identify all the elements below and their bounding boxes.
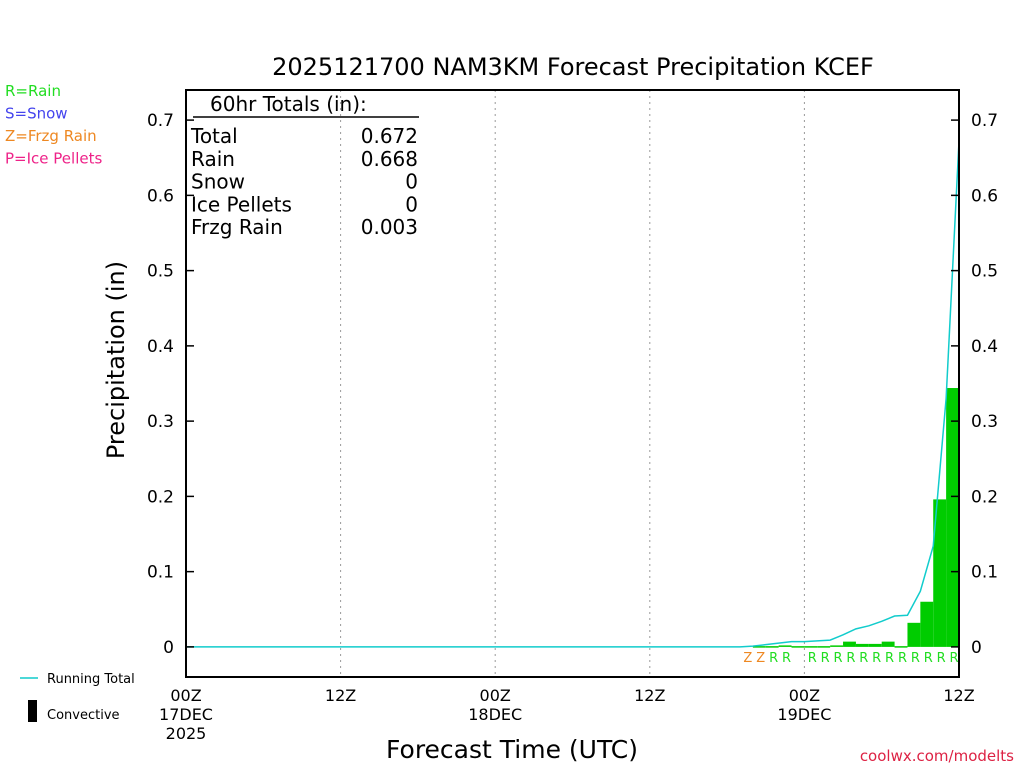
- chart-title: 2025121700 NAM3KM Forecast Precipitation…: [272, 53, 874, 81]
- precip-type-marker: Z: [743, 651, 752, 666]
- y-tick-label-right: 0.7: [971, 111, 998, 131]
- y-tick-label-right: 0: [971, 638, 982, 658]
- y-tick-label-right: 0.1: [971, 563, 998, 583]
- precip-bar: [778, 645, 792, 647]
- plot-frame: [185, 89, 960, 678]
- totals-row-value: 0.003: [361, 215, 418, 239]
- x-tick-date: 19DEC: [777, 705, 831, 724]
- y-axis-right: 0 0.1 0.2 0.3 0.4 0.5 0.6 0.7: [951, 111, 998, 658]
- totals-heading: 60hr Totals (in):: [210, 92, 367, 116]
- running-total-line: [186, 141, 960, 648]
- bar-series: [752, 388, 959, 648]
- totals-row-value: 0.672: [361, 124, 418, 148]
- precip-type-marker: R: [911, 651, 920, 666]
- precip-type-marker: R: [846, 651, 855, 666]
- precip-type-marker: R: [859, 651, 868, 666]
- x-tick-label: 12Z: [634, 686, 665, 705]
- convective-legend-label: Convective: [47, 708, 120, 723]
- precip-type-legend-item: Z=Frzg Rain: [5, 127, 97, 145]
- x-axis-label: Forecast Time (UTC): [386, 735, 638, 764]
- y-tick-label-right: 0.4: [971, 337, 998, 357]
- precip-bar: [843, 641, 856, 647]
- x-tick-label: 00Z: [789, 686, 820, 705]
- totals-row-value: 0: [405, 192, 418, 216]
- totals-row-label: Snow: [191, 170, 245, 194]
- y-tick-label-left: 0: [163, 638, 174, 658]
- precip-bar: [881, 641, 895, 647]
- totals-row-label: Frzg Rain: [191, 215, 283, 239]
- precip-type-marker: R: [769, 651, 778, 666]
- y-tick-label-left: 0.7: [147, 111, 174, 131]
- precip-bar: [817, 646, 831, 648]
- totals-row-value: 0: [405, 170, 418, 194]
- vertical-gridlines: [340, 90, 805, 677]
- y-tick-label-right: 0.5: [971, 262, 998, 282]
- precip-bar: [752, 646, 766, 648]
- precip-bar: [830, 645, 844, 647]
- y-tick-label-left: 0.4: [147, 337, 174, 357]
- precip-type-legend-item: P=Ice Pellets: [5, 150, 102, 168]
- precip-type-marker: R: [898, 651, 907, 666]
- y-axis-left: 0 0.1 0.2 0.3 0.4 0.5 0.6 0.7: [147, 111, 194, 658]
- precip-type-marker: R: [949, 651, 958, 666]
- y-tick-label-left: 0.2: [147, 487, 174, 507]
- convective-legend-swatch: [28, 700, 37, 722]
- precip-bar: [933, 499, 947, 647]
- y-tick-label-right: 0.6: [971, 186, 998, 206]
- y-tick-label-left: 0.5: [147, 262, 174, 282]
- precip-bar: [855, 643, 869, 647]
- precip-bar: [946, 388, 959, 647]
- totals-row-value: 0.668: [361, 147, 418, 171]
- precip-type-legend: R=Rain S=Snow Z=Frzg Rain P=Ice Pellets: [5, 82, 102, 168]
- running-total-legend-label: Running Total: [47, 672, 135, 687]
- y-axis-label: Precipitation (in): [102, 261, 130, 459]
- y-tick-label-left: 0.3: [147, 412, 174, 432]
- x-tick-label: 00Z: [480, 686, 511, 705]
- precip-bar: [804, 646, 818, 648]
- convective-legend: Convective: [28, 700, 120, 723]
- precip-type-marker: R: [872, 651, 881, 666]
- precip-type-marker: R: [885, 651, 894, 666]
- totals-box: 60hr Totals (in): Total 0.672 Rain 0.668 Snow…: [190, 92, 419, 239]
- x-tick-label: 12Z: [943, 686, 974, 705]
- precip-type-marker: R: [782, 651, 791, 666]
- site-credit: coolwx.com/modelts: [860, 747, 1014, 765]
- x-tick-date: 18DEC: [468, 705, 522, 724]
- precip-bar: [765, 646, 779, 648]
- x-tick-label: 00Z: [170, 686, 201, 705]
- precip-type-marker: R: [834, 651, 843, 666]
- precip-type-marker: R: [821, 651, 830, 666]
- x-tick-label: 12Z: [325, 686, 356, 705]
- y-tick-label-right: 0.2: [971, 487, 998, 507]
- precip-type-marker: Z: [756, 651, 765, 666]
- y-tick-label-left: 0.1: [147, 563, 174, 583]
- precip-type-marker: R: [937, 651, 946, 666]
- totals-row-label: Rain: [191, 147, 235, 171]
- totals-row-label: Total: [190, 124, 238, 148]
- y-tick-label-right: 0.3: [971, 412, 998, 432]
- totals-row-label: Ice Pellets: [191, 192, 292, 216]
- precip-type-marker: R: [808, 651, 817, 666]
- precip-bar: [791, 646, 805, 648]
- x-tick-year: 2025: [166, 724, 207, 743]
- precip-type-marker: R: [924, 651, 933, 666]
- precip-type-legend-item: R=Rain: [5, 82, 61, 100]
- running-total-legend: Running Total: [20, 672, 135, 687]
- y-tick-label-left: 0.6: [147, 186, 174, 206]
- x-tick-date: 17DEC: [159, 705, 213, 724]
- precip-bar: [868, 643, 882, 647]
- precip-bar: [920, 601, 934, 647]
- precip-bar: [907, 622, 921, 647]
- precip-type-legend-item: S=Snow: [5, 105, 68, 123]
- precip-bar: [894, 646, 908, 648]
